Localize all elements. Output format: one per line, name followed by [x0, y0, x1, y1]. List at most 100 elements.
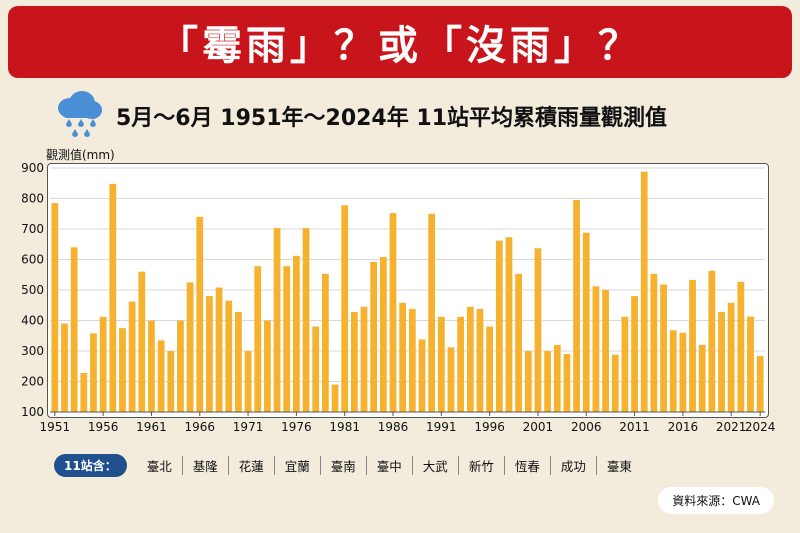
x-tick-label: 1991	[426, 420, 457, 434]
x-tick-label: 1996	[474, 420, 505, 434]
x-tick-label: 2024	[745, 420, 776, 434]
station-label: 花蓮	[229, 455, 275, 475]
bar	[708, 270, 716, 412]
y-tick-label: 500	[21, 283, 44, 297]
y-tick-label: 800	[21, 192, 44, 206]
x-tick-label: 2016	[668, 420, 699, 434]
bar	[621, 316, 629, 412]
station-label: 臺北	[137, 455, 183, 475]
bar	[225, 300, 233, 412]
station-label: 大武	[413, 455, 459, 475]
y-tick-label: 600	[21, 253, 44, 267]
bar	[660, 284, 667, 412]
bar	[428, 213, 436, 412]
x-tick-label: 1986	[378, 420, 409, 434]
x-tick-label: 1956	[88, 420, 119, 434]
bar	[264, 320, 271, 412]
x-tick-label: 1971	[233, 420, 264, 434]
bar	[254, 266, 262, 412]
bar	[534, 248, 542, 412]
bar	[119, 328, 126, 412]
bar	[544, 351, 551, 412]
bar	[206, 296, 213, 412]
bar	[756, 356, 764, 412]
bar	[128, 301, 136, 412]
y-tick-label: 400	[21, 314, 44, 328]
bar	[399, 302, 407, 412]
bar	[70, 247, 78, 412]
x-tick-label: 1961	[136, 420, 167, 434]
bar	[679, 332, 687, 412]
bar	[718, 311, 725, 412]
bar	[505, 237, 513, 412]
x-tick-label: 2021	[716, 420, 747, 434]
station-label: 基隆	[183, 455, 229, 475]
bar	[99, 316, 107, 412]
bar	[177, 320, 184, 412]
x-tick-label: 2006	[571, 420, 602, 434]
bar	[553, 344, 561, 412]
station-list: 11站含： 臺北 基隆 花蓮 宜蘭 臺南 臺中 大武 新竹 恆春 成功 臺東	[54, 453, 772, 477]
bar	[592, 286, 600, 412]
bar	[148, 320, 155, 412]
station-label: 宜蘭	[275, 455, 321, 475]
rain-cloud-icon	[58, 91, 102, 137]
bar	[524, 351, 532, 412]
bar	[167, 351, 175, 412]
bar	[302, 228, 310, 412]
bar	[650, 273, 658, 412]
bar	[447, 347, 455, 412]
x-tick-label: 1951	[40, 420, 71, 434]
bar	[418, 339, 426, 412]
bar	[293, 255, 300, 412]
banner-title: 「霉雨」？或「沒雨」？	[158, 23, 642, 69]
bar	[640, 171, 648, 412]
station-label: 新竹	[459, 455, 505, 475]
bar	[495, 240, 503, 412]
station-label: 成功	[551, 455, 597, 475]
bar	[466, 306, 474, 412]
station-label: 臺南	[321, 455, 367, 475]
bar	[737, 281, 745, 412]
bar	[389, 213, 397, 412]
source-note: 資料來源：CWA	[658, 487, 774, 514]
bar	[582, 232, 590, 412]
bar	[321, 273, 329, 412]
station-label: 恆春	[505, 455, 551, 475]
bar	[331, 384, 339, 412]
bar	[360, 306, 368, 412]
bar	[51, 203, 59, 412]
bar	[631, 296, 638, 412]
bar	[611, 354, 619, 412]
bar	[602, 290, 609, 412]
bar	[350, 311, 358, 412]
bar	[90, 333, 97, 412]
station-label: 臺中	[367, 455, 413, 475]
y-tick-label: 200	[21, 375, 44, 389]
bar	[138, 271, 146, 412]
bar	[273, 228, 281, 412]
bar	[370, 261, 378, 412]
stations-badge: 11站含：	[54, 453, 127, 477]
bar	[80, 372, 88, 412]
bar	[486, 326, 494, 412]
bar	[196, 216, 204, 412]
bar	[379, 257, 387, 412]
bar	[437, 316, 445, 412]
chart-subtitle: 5月～6月 1951年～2024年 11站平均累積雨量觀測值	[116, 106, 668, 131]
bar	[235, 311, 242, 412]
y-tick-label: 100	[21, 405, 44, 419]
bar	[312, 326, 320, 412]
bar	[157, 340, 165, 412]
bar	[515, 273, 522, 412]
bar	[109, 183, 117, 412]
x-tick-label: 1966	[184, 420, 215, 434]
bar	[186, 282, 194, 412]
bar-chart: 100 200 300 400 500 600 700 800 900 1951 1956 1961 1…	[21, 161, 776, 434]
y-axis-label: 觀測值(mm)	[46, 148, 115, 162]
bar	[563, 354, 571, 412]
bar	[573, 200, 580, 412]
bar	[689, 279, 696, 412]
bar	[61, 323, 68, 412]
chart-header: 5月～6月 1951年～2024年 11站平均累積雨量觀測值	[50, 86, 770, 142]
